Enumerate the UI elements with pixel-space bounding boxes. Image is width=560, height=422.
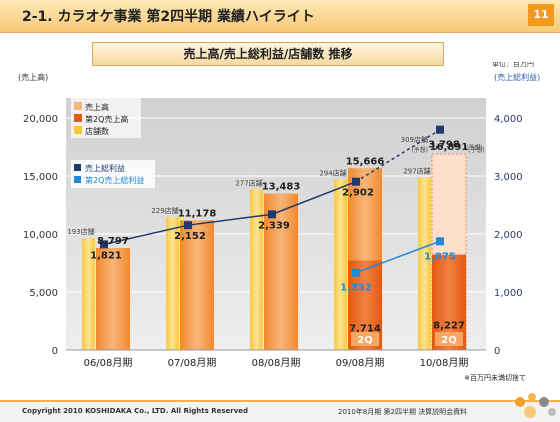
header-bar: 2-1. カラオケ事業 第2四半期 業績ハイライト 11 (0, 0, 560, 33)
page-number-badge: 11 (528, 4, 554, 26)
store-count-label: 229店舗 (151, 206, 178, 215)
gross-profit-value-label: 2,152 (174, 231, 206, 242)
legend-box (71, 98, 141, 138)
x-tick-label: 10/08月期 (420, 357, 469, 369)
rounding-note: ※百万円未満切捨て (464, 373, 526, 382)
gross-profit-point (268, 210, 276, 219)
legend-label: 第2Q売上高 (85, 114, 128, 124)
paw-print-decoration (515, 393, 556, 418)
sales-profit-chart: 193店舗 229店舗 277店舗 294店舗 297店舗 8,797 11,178 13,4… (18, 62, 540, 382)
y2-tick-label: 3,000 (494, 172, 523, 183)
y-tick-label: 5,000 (29, 288, 58, 299)
x-tick-label: 06/08月期 (84, 357, 133, 369)
q2-sales-value-label: 7,714 (349, 323, 381, 334)
q2-badge (351, 332, 379, 346)
forecast-sales-note: (予想) (468, 146, 485, 154)
store-count-bar (418, 177, 431, 350)
y-axis-label: (売上高) (18, 72, 48, 82)
gross-profit-forecast-line (355, 129, 441, 183)
legend-swatch (74, 176, 81, 183)
x-tick-label: 07/08月期 (168, 357, 217, 369)
store-count-bar (166, 217, 179, 350)
legend-label: 店舗数 (85, 126, 109, 136)
legend-swatch (74, 102, 82, 110)
q2-sales-value-label: 8,227 (433, 320, 465, 331)
y2-tick-label: 1,000 (494, 288, 523, 299)
sales-value-label: 8,797 (97, 236, 129, 247)
q2-gross-profit-value-label: 1,332 (340, 283, 372, 294)
y2-tick-label: 4,000 (494, 114, 523, 125)
sales-value-label: 11,178 (178, 208, 217, 219)
gross-profit-value-label: 3,798 (428, 140, 460, 151)
gross-profit-value-label: 1,821 (90, 250, 122, 261)
gross-profit-point (352, 177, 360, 186)
forecast-store-label: 309店舗 (401, 135, 428, 144)
copyright-text: Copyright 2010 KOSHIDAKA Co., LTD. All R… (22, 407, 249, 415)
store-count-label: 294店舗 (319, 168, 346, 177)
q2-gross-profit-line (355, 240, 441, 274)
legend-label: 第2Q売上総利益 (85, 175, 144, 185)
y-tick-label: 0 (52, 346, 58, 357)
document-title: 2010年8月期 第2四半期 決算説明会資料 (338, 408, 468, 416)
x-tick-label: 08/08月期 (252, 357, 301, 369)
y-tick-label: 10,000 (23, 230, 58, 241)
legend-label: 売上総利益 (85, 163, 125, 173)
unit-note: 単位：百万円 (492, 62, 534, 68)
store-count-bar (250, 189, 263, 350)
y2-tick-label: 2,000 (494, 230, 523, 241)
forecast-store-note: (予想) (411, 146, 428, 154)
store-count-bar (334, 179, 347, 350)
gross-profit-point (100, 240, 108, 249)
q2-badge (435, 332, 463, 346)
y-tick-label: 20,000 (23, 114, 58, 125)
legend-label: 売上高 (85, 102, 109, 112)
forecast-gross-note: (予想) (466, 144, 483, 152)
sales-bar (96, 247, 130, 350)
q2-gross-profit-point (352, 268, 360, 277)
sales-value-label: 16,891 (430, 142, 469, 153)
chart-subtitle: 売上高/売上総利益/店舗数 推移 (92, 42, 444, 66)
sales-value-label: 15,666 (346, 156, 385, 167)
sales-value-label: 13,483 (262, 182, 301, 193)
store-count-bar (82, 238, 95, 350)
legend-swatch (74, 126, 82, 134)
page-title: 2-1. カラオケ事業 第2四半期 業績ハイライト (22, 9, 315, 25)
y-tick-label: 15,000 (23, 172, 58, 183)
gross-profit-line (103, 180, 357, 246)
store-count-label: 277店舗 (235, 178, 262, 187)
q2-gross-profit-value-label: 1,875 (424, 251, 456, 262)
y2-axis-label: (売上総利益) (494, 72, 540, 82)
x-tick-label: 09/08月期 (336, 357, 385, 369)
sales-bar (180, 220, 214, 350)
gross-profit-value-label: 2,339 (258, 220, 290, 231)
q2-badge-label: 2Q (441, 335, 456, 346)
legend-box-lines (71, 160, 155, 188)
gross-profit-point (436, 125, 444, 134)
legend-swatch (74, 114, 82, 122)
q2-badge-label: 2Q (357, 335, 372, 346)
footer: Copyright 2010 KOSHIDAKA Co., LTD. All R… (0, 393, 560, 422)
y2-tick-label: 0 (494, 346, 500, 357)
legend-swatch (74, 164, 81, 171)
sales-bar (264, 193, 298, 350)
store-count-label: 297店舗 (403, 167, 430, 176)
q2-gross-profit-point (436, 237, 444, 246)
store-count-label: 193店舗 (67, 227, 94, 236)
gross-profit-value-label: 2,902 (342, 188, 374, 199)
gross-profit-point (184, 221, 192, 230)
